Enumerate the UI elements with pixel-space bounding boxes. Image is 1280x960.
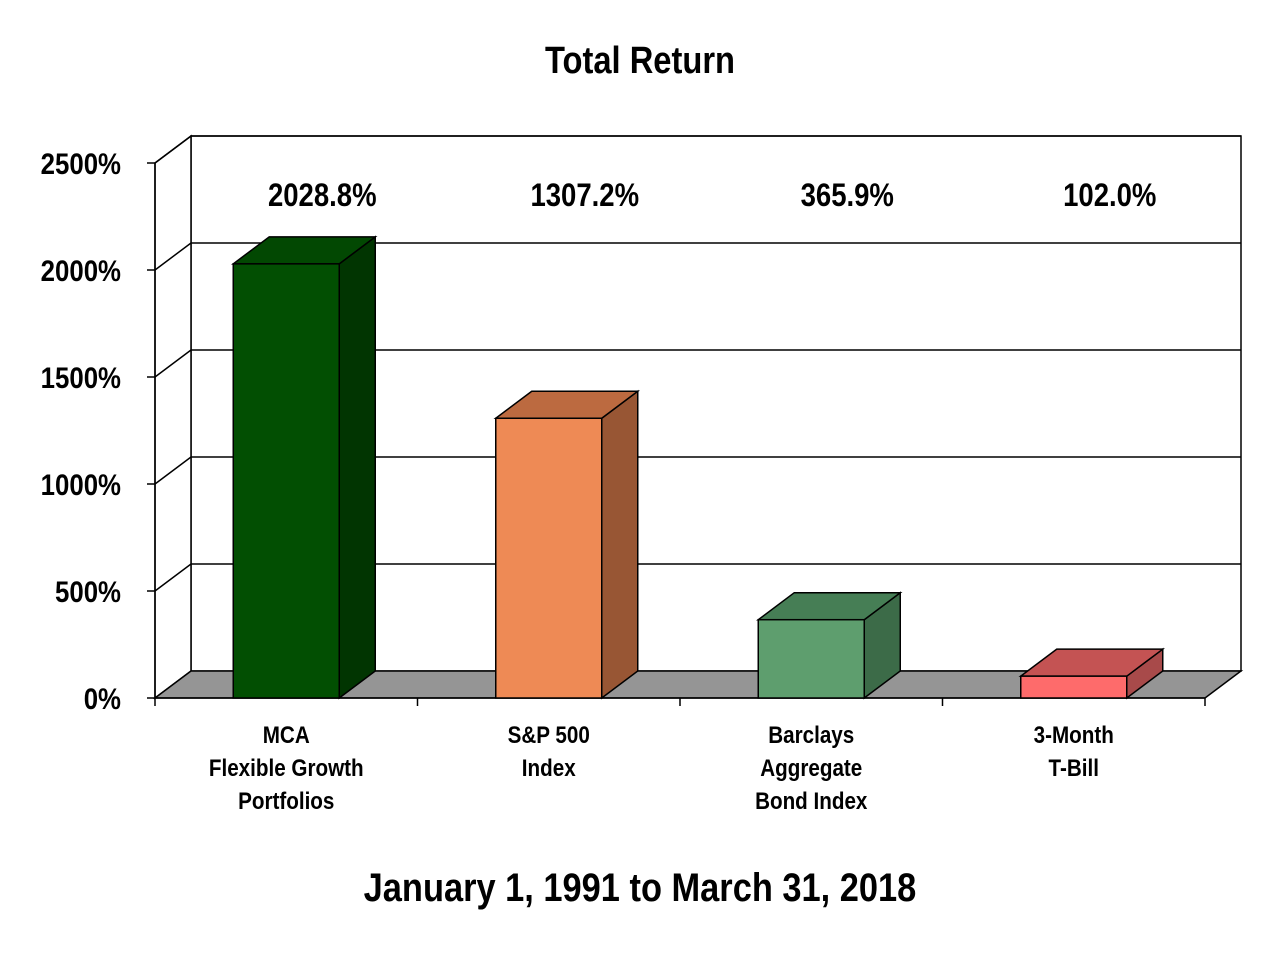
chart-subtitle: January 1, 1991 to March 31, 2018 xyxy=(363,866,917,910)
x-tick-label: 3-Month T-Bill xyxy=(1034,722,1114,782)
x-tick-label-line: Bond Index xyxy=(755,788,868,815)
x-tick-label-line: S&P 500 xyxy=(508,722,590,749)
x-tick-label: Barclays Aggregate Bond Index xyxy=(755,722,868,815)
y-tick-label: 500% xyxy=(55,575,121,608)
x-tick-labels: MCA Flexible Growth Portfolios S&P 500 Index… xyxy=(209,722,1114,815)
bar xyxy=(1018,647,1165,700)
x-tick-label-line: T-Bill xyxy=(1049,755,1099,782)
bar-front xyxy=(232,263,340,699)
x-tick-label: MCA Flexible Growth Portfolios xyxy=(209,722,364,815)
gridline xyxy=(154,242,1241,271)
bars xyxy=(230,235,1165,700)
bar-side xyxy=(601,389,639,700)
bar-front xyxy=(1020,675,1128,699)
x-tick-label-line: 3-Month xyxy=(1034,722,1114,749)
data-labels: 2028.8% 1307.2% 365.9% 102.0% xyxy=(268,178,1156,213)
gridline xyxy=(154,349,1241,378)
x-tick-label-line: Flexible Growth xyxy=(209,755,364,782)
gridline xyxy=(154,135,1241,164)
gridlines xyxy=(154,135,1241,592)
bar-front xyxy=(757,618,865,699)
x-tick-label-line: MCA xyxy=(263,722,310,749)
data-label: 365.9% xyxy=(801,178,894,213)
bar xyxy=(493,389,640,700)
x-tick-label: S&P 500 Index xyxy=(508,722,590,782)
x-tick-label-line: Portfolios xyxy=(238,788,334,815)
data-label: 2028.8% xyxy=(268,178,377,213)
y-tick-label: 1500% xyxy=(41,361,121,394)
bar-side xyxy=(338,235,376,700)
x-tick-label-line: Barclays xyxy=(768,722,854,749)
y-tick-label: 1000% xyxy=(41,468,121,501)
y-tick-label: 2500% xyxy=(41,147,121,180)
y-axis: 0% 500% 1000% 1500% 2000% 2500% xyxy=(41,147,156,715)
chart-title: Total Return xyxy=(544,40,736,82)
y-tick-label: 2000% xyxy=(41,254,121,287)
bar xyxy=(230,235,378,700)
side-wall xyxy=(154,134,192,700)
data-label: 102.0% xyxy=(1063,178,1156,213)
bar-front xyxy=(495,417,603,699)
gridline xyxy=(154,563,1241,592)
x-tick-label-line: Aggregate xyxy=(760,755,862,782)
x-axis xyxy=(154,697,1206,706)
x-tick-label-line: Index xyxy=(522,755,576,782)
data-label: 1307.2% xyxy=(530,178,639,213)
bar xyxy=(756,591,903,700)
y-tick-label: 0% xyxy=(84,682,121,715)
gridline xyxy=(154,456,1241,485)
